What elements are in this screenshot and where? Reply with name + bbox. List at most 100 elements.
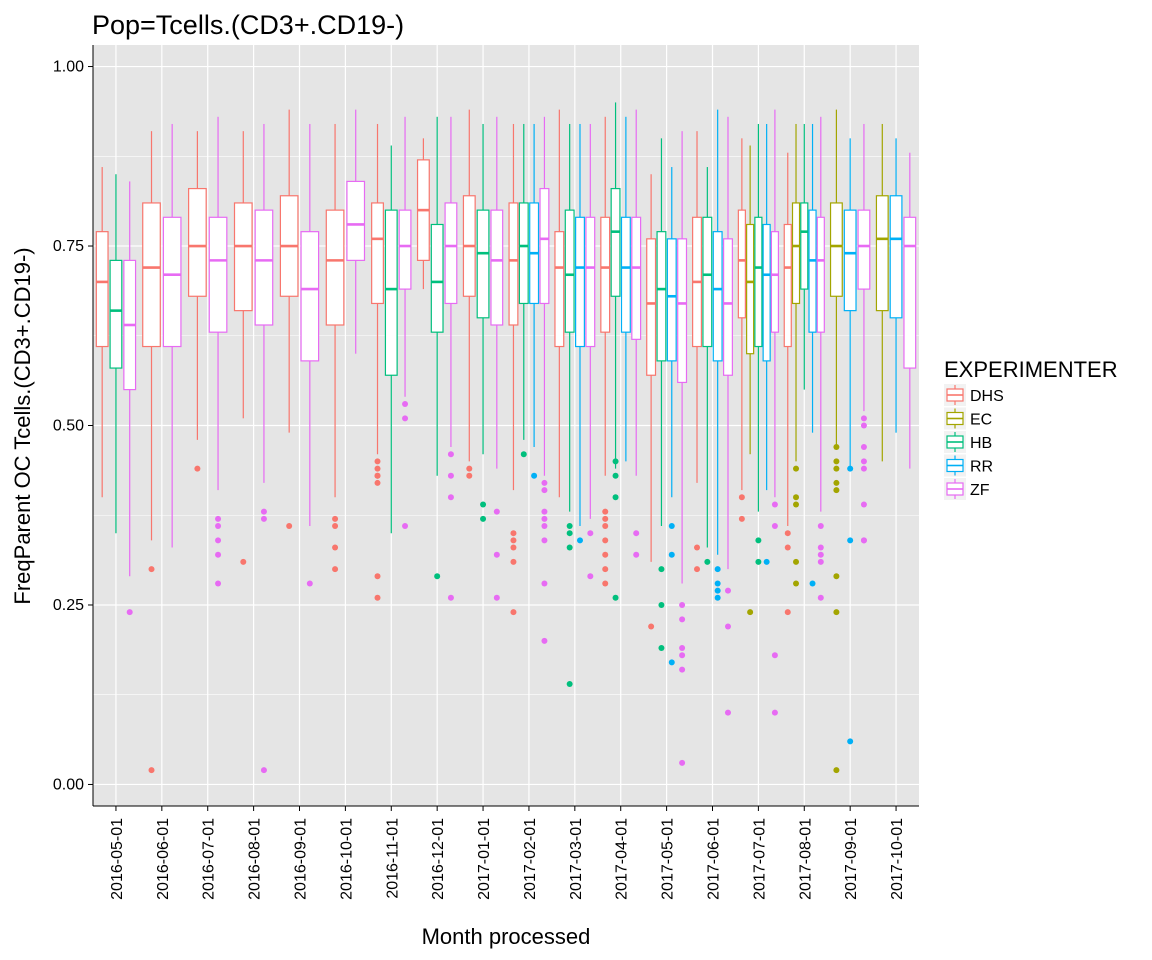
outlier-point xyxy=(833,487,840,494)
box-iqr xyxy=(666,238,677,362)
outlier-point xyxy=(714,580,721,587)
box-hb xyxy=(656,138,667,527)
outlier-point xyxy=(374,573,381,580)
box-iqr xyxy=(300,231,320,362)
outlier-point xyxy=(679,601,686,608)
outlier-point xyxy=(860,458,867,465)
outlier-point xyxy=(755,537,762,544)
box-iqr xyxy=(656,231,667,362)
outlier-point xyxy=(714,587,721,594)
box-hb xyxy=(518,123,529,440)
box-ec xyxy=(875,123,889,462)
outlier-point xyxy=(633,530,640,537)
legend-item-rr: RR xyxy=(944,454,993,477)
outlier-point xyxy=(784,544,791,551)
box-iqr xyxy=(631,216,642,340)
outlier-point xyxy=(447,494,454,501)
outlier-point xyxy=(602,523,609,530)
box-iqr xyxy=(903,216,917,369)
x-tick-label: 2016-06-01 xyxy=(155,818,172,900)
outlier-point xyxy=(817,594,824,601)
outlier-point xyxy=(332,523,339,530)
outlier-point xyxy=(724,623,731,630)
outlier-point xyxy=(215,580,222,587)
box-hb xyxy=(476,123,490,455)
x-tick-label: 2016-10-01 xyxy=(338,818,355,900)
box-iqr xyxy=(646,238,657,376)
outlier-point xyxy=(602,508,609,515)
legend-item-dhs: DHS xyxy=(944,384,1004,406)
legend-item-hb: HB xyxy=(944,431,992,453)
outlier-point xyxy=(602,566,609,573)
box-zf xyxy=(722,116,733,570)
box-iqr xyxy=(430,223,444,333)
outlier-point xyxy=(374,465,381,472)
x-tick-label: 2017-10-01 xyxy=(889,818,906,900)
x-tick-label: 2016-11-01 xyxy=(384,818,401,899)
outlier-point xyxy=(510,558,517,565)
box-iqr xyxy=(585,216,596,348)
box-ec xyxy=(746,145,755,455)
box-dhs xyxy=(462,109,476,462)
box-iqr xyxy=(109,259,123,369)
outlier-point xyxy=(541,479,548,486)
x-axis-ticks: 2016-05-01 2016-06-01 2016-07-01 2016-08-01… xyxy=(109,806,906,900)
y-tick-label: 0.50 xyxy=(53,418,84,435)
outlier-point xyxy=(860,537,867,544)
legend: EXPERIMENTER DHS EC HB RR ZF xyxy=(944,357,1118,500)
box-iqr xyxy=(712,231,723,362)
outlier-point xyxy=(286,523,293,530)
outlier-point xyxy=(612,494,619,501)
outlier-point xyxy=(447,451,454,458)
box-iqr xyxy=(829,202,843,297)
box-iqr xyxy=(800,202,809,290)
box-dhs xyxy=(371,123,384,455)
box-zf xyxy=(857,123,871,412)
outlier-point xyxy=(668,659,675,666)
box-iqr xyxy=(889,195,903,319)
x-tick-label: 2016-09-01 xyxy=(293,818,310,900)
y-axis-title: FreqParent OC Tcells.(CD3+.CD19-) xyxy=(10,247,35,604)
outlier-point xyxy=(215,523,222,530)
box-iqr xyxy=(444,202,458,305)
outlier-point xyxy=(694,544,701,551)
legend-title: EXPERIMENTER xyxy=(944,357,1118,382)
box-dhs xyxy=(279,109,299,433)
x-tick-label: 2017-01-01 xyxy=(476,818,493,900)
outlier-point xyxy=(493,551,500,558)
outlier-point xyxy=(541,523,548,530)
box-zf xyxy=(346,109,366,354)
box-zf xyxy=(398,116,412,397)
box-iqr xyxy=(162,216,182,348)
outlier-point xyxy=(633,551,640,558)
box-iqr xyxy=(737,209,746,319)
outlier-point xyxy=(566,530,573,537)
outlier-point xyxy=(612,594,619,601)
x-tick-label: 2017-07-01 xyxy=(751,818,768,900)
box-iqr xyxy=(188,187,207,297)
outlier-point xyxy=(466,465,473,472)
outlier-point xyxy=(194,465,201,472)
x-tick-label: 2016-05-01 xyxy=(109,818,126,900)
outlier-point xyxy=(817,523,824,530)
outlier-point xyxy=(332,566,339,573)
outlier-point xyxy=(668,523,675,530)
outlier-point xyxy=(374,472,381,479)
outlier-point xyxy=(240,558,247,565)
outlier-point xyxy=(817,551,824,558)
outlier-point xyxy=(694,566,701,573)
outlier-point xyxy=(860,465,867,472)
outlier-point xyxy=(771,501,778,508)
box-iqr xyxy=(142,202,161,348)
outlier-point xyxy=(576,537,583,544)
legend-item-zf: ZF xyxy=(944,478,990,500)
box-hb xyxy=(754,123,763,512)
outlier-point xyxy=(260,508,267,515)
outlier-point xyxy=(755,558,762,565)
box-rr xyxy=(712,109,723,555)
outlier-point xyxy=(510,544,517,551)
box-dhs xyxy=(95,167,109,498)
outlier-point xyxy=(602,551,609,558)
box-iqr xyxy=(476,209,490,319)
outlier-point xyxy=(126,609,133,616)
